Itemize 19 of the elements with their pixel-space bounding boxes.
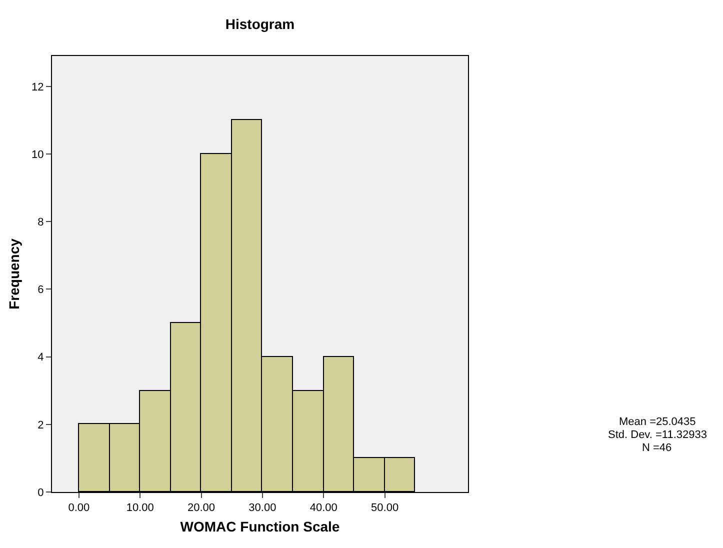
y-tick-label: 0 <box>38 486 44 499</box>
x-axis-title: WOMAC Function Scale <box>180 518 340 534</box>
text: Mean =25.0435 <box>619 416 696 428</box>
text: N =46 <box>642 442 672 454</box>
y-tick-label: 8 <box>38 216 44 228</box>
x-tick-label: 40.00 <box>310 502 338 514</box>
y-tick-label: 4 <box>38 352 44 364</box>
y-tick-label: 2 <box>38 419 44 432</box>
x-tick-label: 20.00 <box>188 502 216 514</box>
y-tick-label: 6 <box>38 284 44 296</box>
chart-title: Histogram <box>225 16 295 32</box>
x-tick-label: 50.00 <box>371 502 399 514</box>
x-tick-label: 30.00 <box>248 502 276 514</box>
x-tick-label: 10.00 <box>126 502 154 514</box>
y-tick-label: 12 <box>32 81 44 94</box>
y-axis-title: Frequency <box>6 238 22 310</box>
y-tick-label: 10 <box>32 148 44 161</box>
text: Std. Dev. =11.32933 <box>608 429 707 441</box>
x-tick-label: 0.00 <box>68 502 90 514</box>
